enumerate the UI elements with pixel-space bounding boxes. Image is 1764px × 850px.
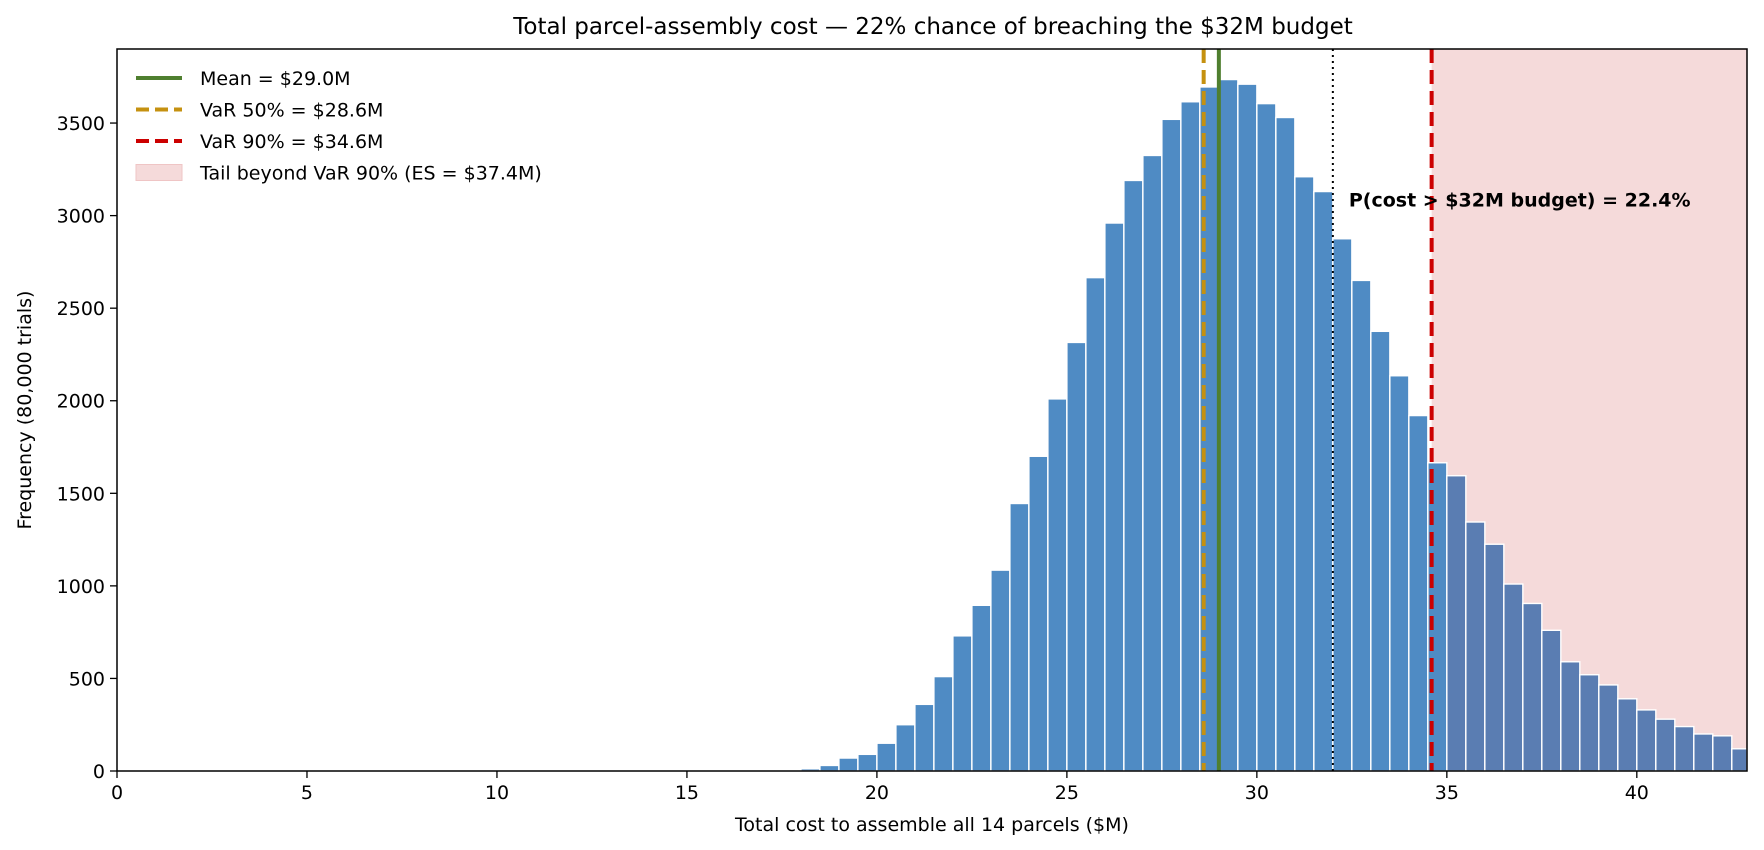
histogram-bar: [1161, 118, 1182, 772]
histogram-bar: [1085, 276, 1106, 772]
histogram-bar: [1465, 521, 1486, 772]
histogram-bar: [1731, 748, 1748, 772]
x-tick-label: 30: [1245, 782, 1269, 804]
histogram-bar: [990, 569, 1011, 772]
histogram-bar: [1636, 709, 1657, 772]
budget-breach-annotation: P(cost > $32M budget) = 22.4%: [1349, 189, 1691, 211]
histogram-bar: [1218, 78, 1239, 772]
legend-label: VaR 50% = $28.6M: [200, 100, 383, 122]
histogram-bar: [914, 703, 935, 772]
histogram-bar: [933, 675, 954, 772]
histogram-bar: [1522, 602, 1543, 772]
histogram-bar: [1598, 684, 1619, 772]
histogram-bar: [1028, 455, 1049, 772]
histogram-bar: [819, 764, 840, 772]
x-tick-label: 5: [301, 782, 313, 804]
legend-label: VaR 90% = $34.6M: [200, 131, 383, 153]
histogram-bar: [1446, 475, 1467, 772]
histogram-bar: [971, 604, 992, 772]
y-axis-label: Frequency (80,000 trials): [14, 291, 36, 530]
histogram-bar: [857, 753, 878, 772]
legend-label: Tail beyond VaR 90% (ES = $37.4M): [199, 163, 542, 185]
histogram-bar: [1180, 101, 1201, 772]
histogram-bar: [1560, 661, 1581, 772]
x-tick-label: 40: [1625, 782, 1649, 804]
chart-title: Total parcel-assembly cost — 22% chance …: [512, 14, 1353, 40]
histogram-bar: [1484, 543, 1505, 772]
histogram-bar: [1047, 398, 1068, 772]
histogram-bar: [1104, 222, 1125, 772]
legend-label: Mean = $29.0M: [200, 68, 351, 90]
histogram-bar: [895, 724, 916, 772]
y-tick-label: 3000: [57, 206, 105, 228]
x-tick-label: 10: [485, 782, 509, 804]
y-tick-label: 3500: [57, 113, 105, 135]
histogram-bar: [876, 742, 897, 772]
histogram-bar: [1123, 179, 1144, 772]
histogram-bar: [1009, 502, 1030, 772]
histogram-bar: [1275, 116, 1296, 772]
histogram-bar: [1617, 698, 1638, 772]
histogram-bar: [952, 635, 973, 772]
histogram-bar: [1066, 341, 1087, 772]
histogram-bar: [1332, 238, 1353, 772]
histogram-bar: [1294, 176, 1315, 772]
histogram-bar: [1408, 414, 1429, 772]
histogram-bar: [1712, 735, 1733, 772]
x-tick-label: 20: [865, 782, 889, 804]
histogram-bar: [1655, 718, 1676, 772]
histogram-bar: [1674, 725, 1695, 772]
x-axis-label: Total cost to assemble all 14 parcels ($…: [734, 814, 1129, 836]
histogram-bar: [1351, 279, 1372, 772]
histogram-bar: [1503, 583, 1524, 772]
histogram-bar: [1389, 375, 1410, 772]
x-tick-label: 35: [1435, 782, 1459, 804]
histogram-bar: [1237, 83, 1258, 772]
histogram-bar: [1541, 629, 1562, 772]
legend: Mean = $29.0M VaR 50% = $28.6M VaR 90% = $…: [135, 68, 542, 185]
legend-tail-swatch: [135, 164, 183, 181]
histogram-bar: [1579, 674, 1600, 772]
x-tick-label: 15: [675, 782, 699, 804]
histogram-bar: [1693, 733, 1714, 772]
histogram-bar: [1256, 102, 1277, 772]
histogram-bar: [1142, 154, 1163, 772]
y-tick-label: 2000: [57, 391, 105, 413]
y-tick-label: 500: [69, 668, 105, 690]
plot-frame: [116, 48, 1748, 772]
x-tick-label: 0: [111, 782, 123, 804]
y-tick-label: 2500: [57, 298, 105, 320]
histogram-bar: [1313, 190, 1334, 772]
x-tick-label: 25: [1055, 782, 1079, 804]
y-tick-label: 1000: [57, 576, 105, 598]
y-tick-label: 0: [93, 761, 105, 783]
histogram-bar: [1370, 330, 1391, 772]
histogram-bar: [1750, 744, 1752, 772]
histogram-bar: [838, 757, 859, 772]
y-tick-label: 1500: [57, 483, 105, 505]
